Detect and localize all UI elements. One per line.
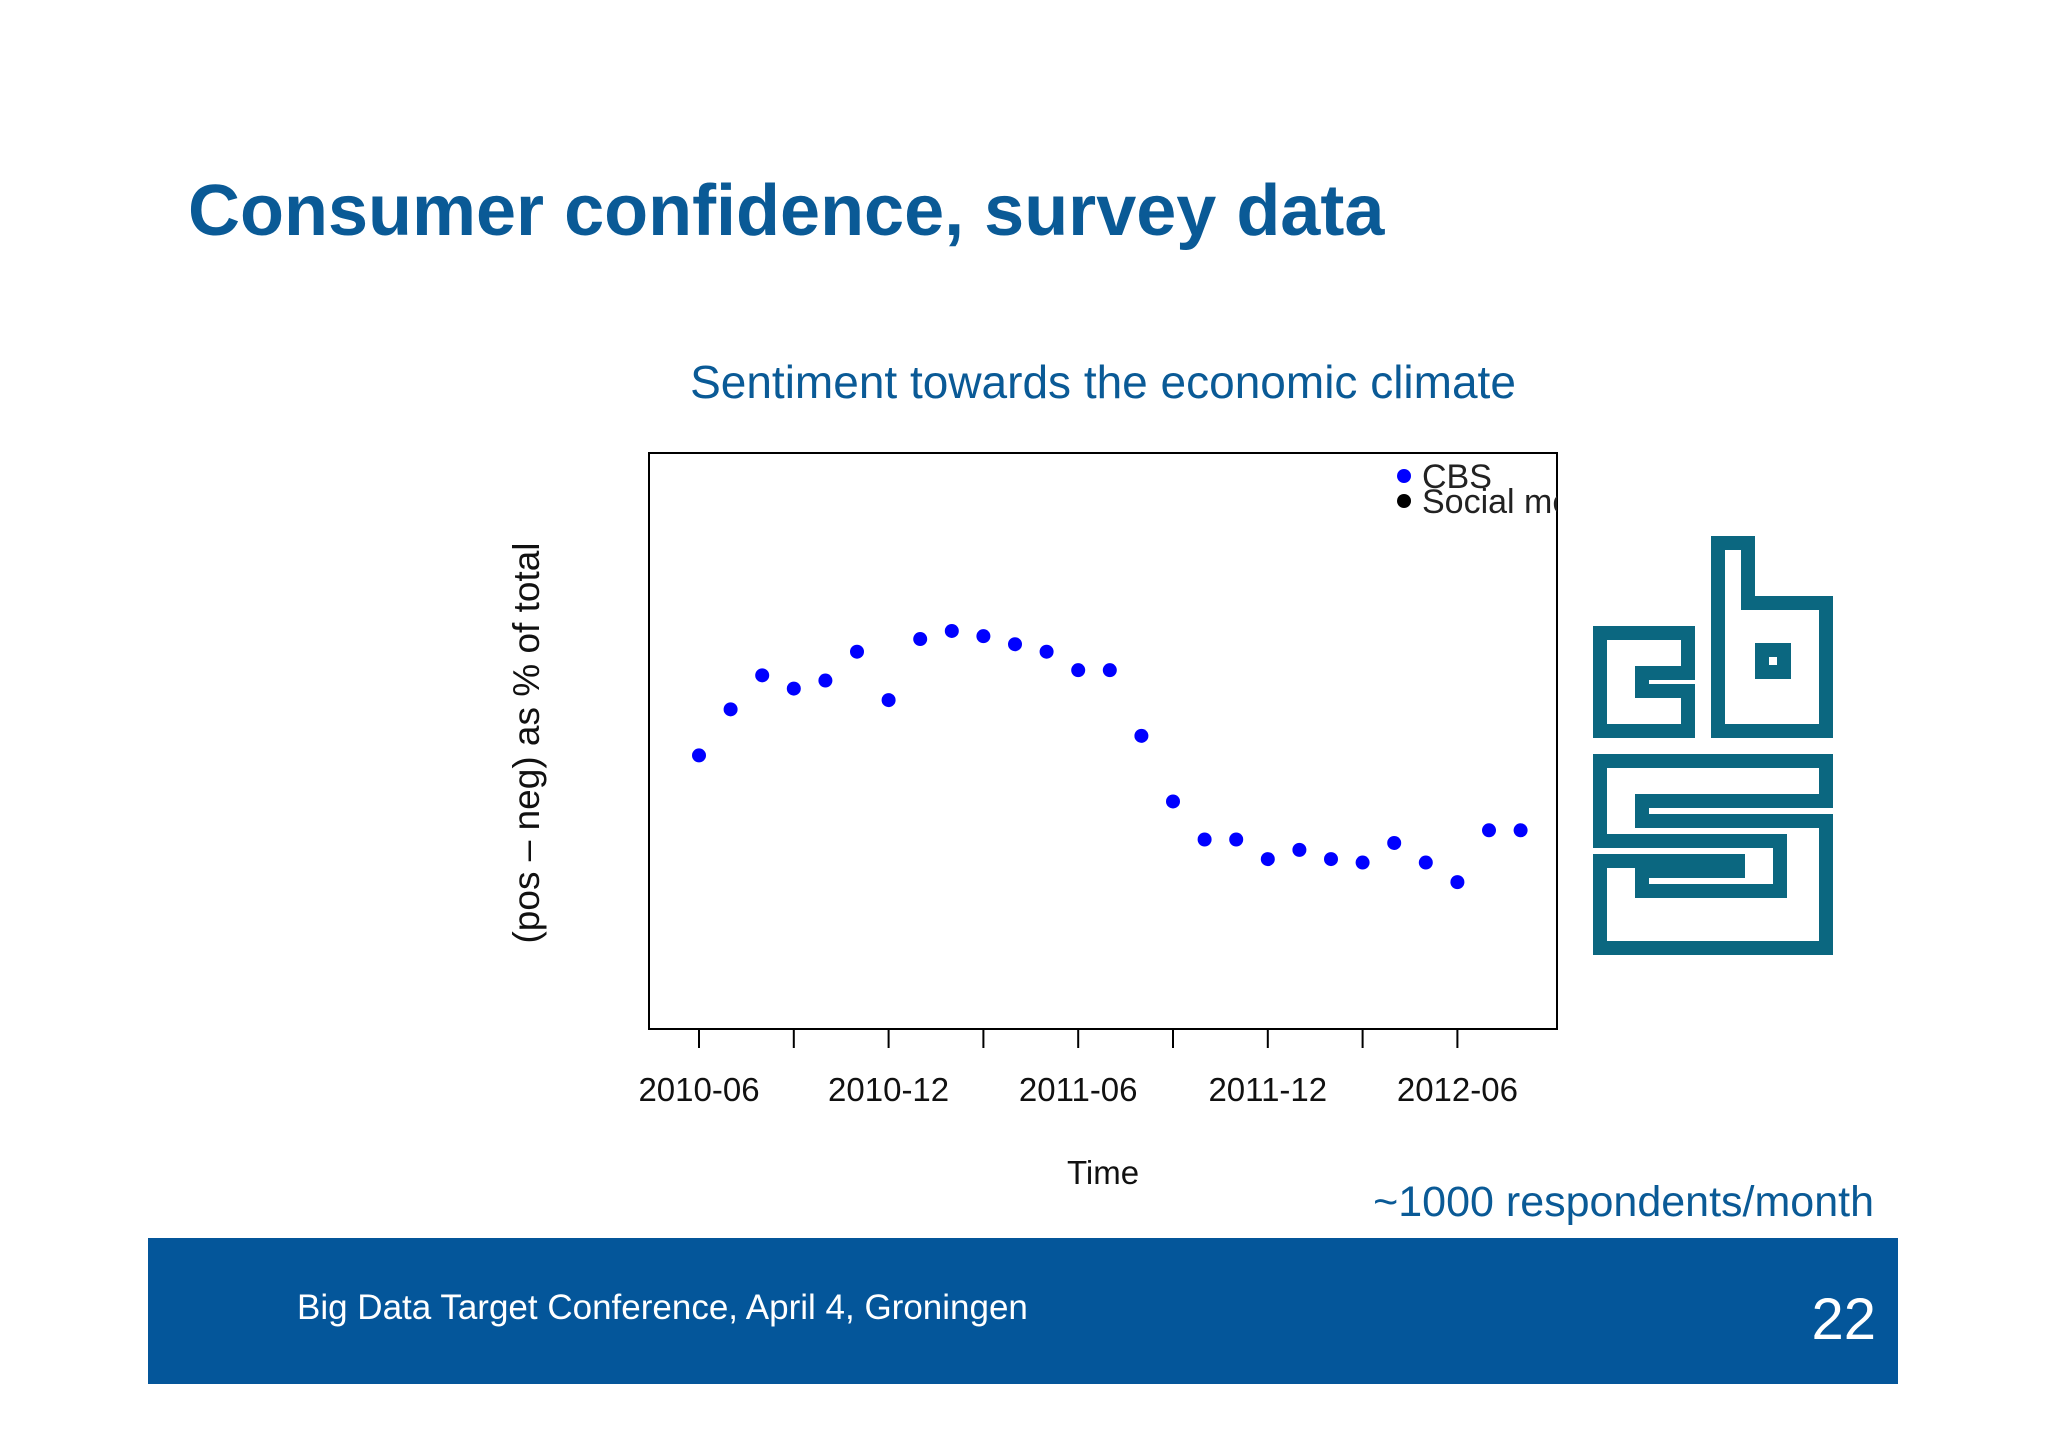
legend-label-social-media: Social me bbox=[1422, 483, 1571, 521]
data-point bbox=[1039, 644, 1054, 659]
data-point bbox=[755, 668, 770, 683]
data-point bbox=[944, 623, 959, 638]
page-number: 22 bbox=[1811, 1287, 1876, 1352]
respondents-note: ~1000 respondents/month bbox=[1373, 1178, 1874, 1226]
data-point bbox=[1134, 728, 1149, 743]
data-point bbox=[1482, 823, 1496, 838]
data-point bbox=[723, 702, 738, 717]
legend-marker-social-media bbox=[1397, 494, 1411, 508]
data-point bbox=[818, 673, 833, 688]
data-point bbox=[1450, 875, 1465, 890]
legend-marker-cbs bbox=[1397, 469, 1411, 483]
data-point bbox=[1324, 852, 1338, 867]
x-axis bbox=[698, 1029, 1459, 1048]
data-point bbox=[1102, 663, 1117, 678]
y-axis-label: (pos – neg) as % of total bbox=[506, 542, 547, 943]
data-point bbox=[1197, 832, 1212, 847]
data-point bbox=[976, 629, 991, 644]
data-point bbox=[1513, 823, 1528, 838]
data-point bbox=[1387, 835, 1402, 850]
footer-text: Big Data Target Conference, April 4, Gro… bbox=[297, 1288, 1028, 1327]
slide-title: Consumer confidence, survey data bbox=[188, 171, 1385, 251]
data-point bbox=[1355, 855, 1370, 870]
series-cbs-points bbox=[692, 623, 1528, 890]
data-point bbox=[786, 681, 801, 696]
x-axis-label: Time bbox=[1067, 1154, 1139, 1191]
data-point bbox=[1071, 663, 1086, 678]
cbs-logo bbox=[1593, 536, 1833, 955]
data-point bbox=[1260, 852, 1275, 867]
x-tick-label: 2012-06 bbox=[1397, 1071, 1518, 1108]
footer-bar: Big Data Target Conference, April 4, Gro… bbox=[148, 1238, 1898, 1384]
chart-title: Sentiment towards the economic climate bbox=[690, 356, 1516, 408]
data-point bbox=[850, 644, 864, 659]
data-point bbox=[1292, 842, 1307, 857]
x-tick-label: 2011-06 bbox=[1019, 1071, 1138, 1108]
data-point bbox=[1229, 832, 1244, 847]
data-point bbox=[1418, 855, 1433, 870]
legend-label-cbs: CBS bbox=[1422, 458, 1492, 496]
data-point bbox=[913, 632, 928, 647]
x-tick-label: 2010-12 bbox=[828, 1071, 949, 1108]
data-point bbox=[692, 748, 706, 763]
data-point bbox=[1166, 794, 1180, 809]
x-tick-label: 2010-06 bbox=[638, 1071, 759, 1108]
x-tick-label: 2011-12 bbox=[1208, 1071, 1327, 1108]
legend: CBS Social me bbox=[1397, 458, 1571, 521]
data-point bbox=[881, 693, 896, 708]
data-point bbox=[1008, 637, 1022, 652]
x-tick-labels: 2010-06 2010-12 2011-06 2011-12 2012-06 bbox=[638, 1071, 1518, 1108]
plot-area-frame bbox=[648, 452, 1558, 1030]
